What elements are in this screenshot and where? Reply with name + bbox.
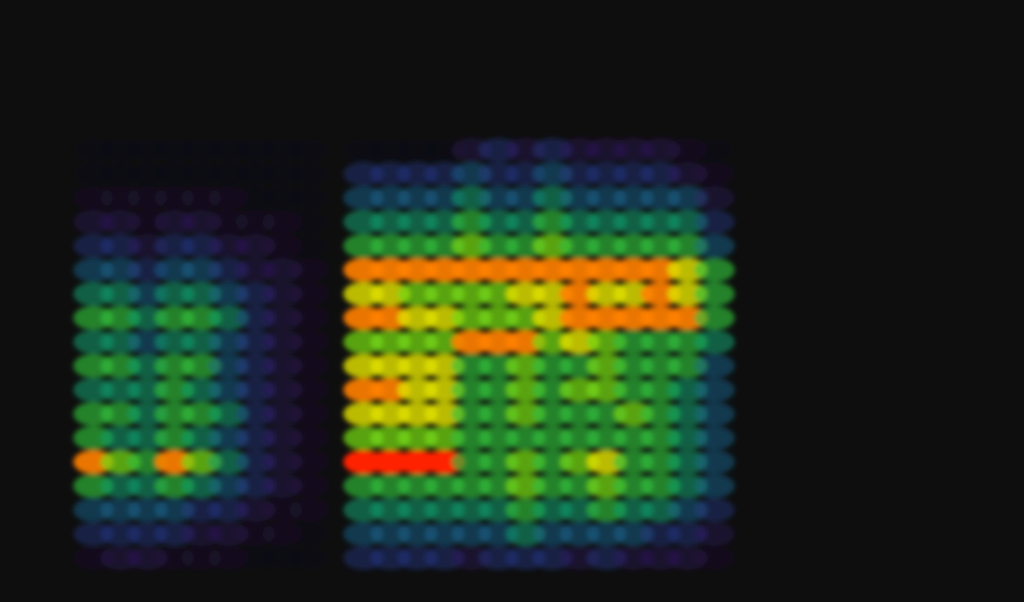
spectrogram-cell (694, 330, 735, 354)
spectrogram-cell (289, 426, 330, 450)
spectrogram-cell (289, 210, 330, 234)
spectrogram-cell (694, 378, 735, 402)
spectrogram-cell (289, 546, 330, 570)
spectrogram-cell (694, 354, 735, 378)
spectrogram-cell (289, 522, 330, 546)
spectrogram-cell (694, 426, 735, 450)
spectrogram-cell (694, 186, 735, 210)
spectrogram-cell (289, 282, 330, 306)
spectrogram-cell (694, 450, 735, 474)
spectrogram-cell (289, 258, 330, 282)
spectrogram-cell (694, 282, 735, 306)
spectrogram-cell (289, 162, 330, 186)
spectrogram-cell (289, 378, 330, 402)
spectrogram-cell (289, 306, 330, 330)
spectrogram-cell (694, 402, 735, 426)
spectrogram-cell (289, 498, 330, 522)
spectrogram-cell (694, 474, 735, 498)
background (0, 0, 1024, 602)
cells (73, 138, 735, 570)
spectrogram-cell (694, 522, 735, 546)
spectrogram-cell (289, 186, 330, 210)
spectrogram-chart (0, 0, 1024, 602)
spectrogram-cell (694, 498, 735, 522)
spectrogram-cell (289, 474, 330, 498)
spectrogram-cell (694, 138, 735, 162)
spectrogram-cell (694, 162, 735, 186)
spectrogram-cell (289, 402, 330, 426)
spectrogram-cell (289, 330, 330, 354)
spectrogram-cell (289, 138, 330, 162)
spectrogram-cell (289, 234, 330, 258)
spectrogram-cell (694, 546, 735, 570)
spectrogram-cell (694, 258, 735, 282)
spectrogram-cell (289, 450, 330, 474)
spectrogram-cell (694, 306, 735, 330)
spectrogram-cell (694, 210, 735, 234)
spectrogram-cell (289, 354, 330, 378)
spectrogram-cell (694, 234, 735, 258)
